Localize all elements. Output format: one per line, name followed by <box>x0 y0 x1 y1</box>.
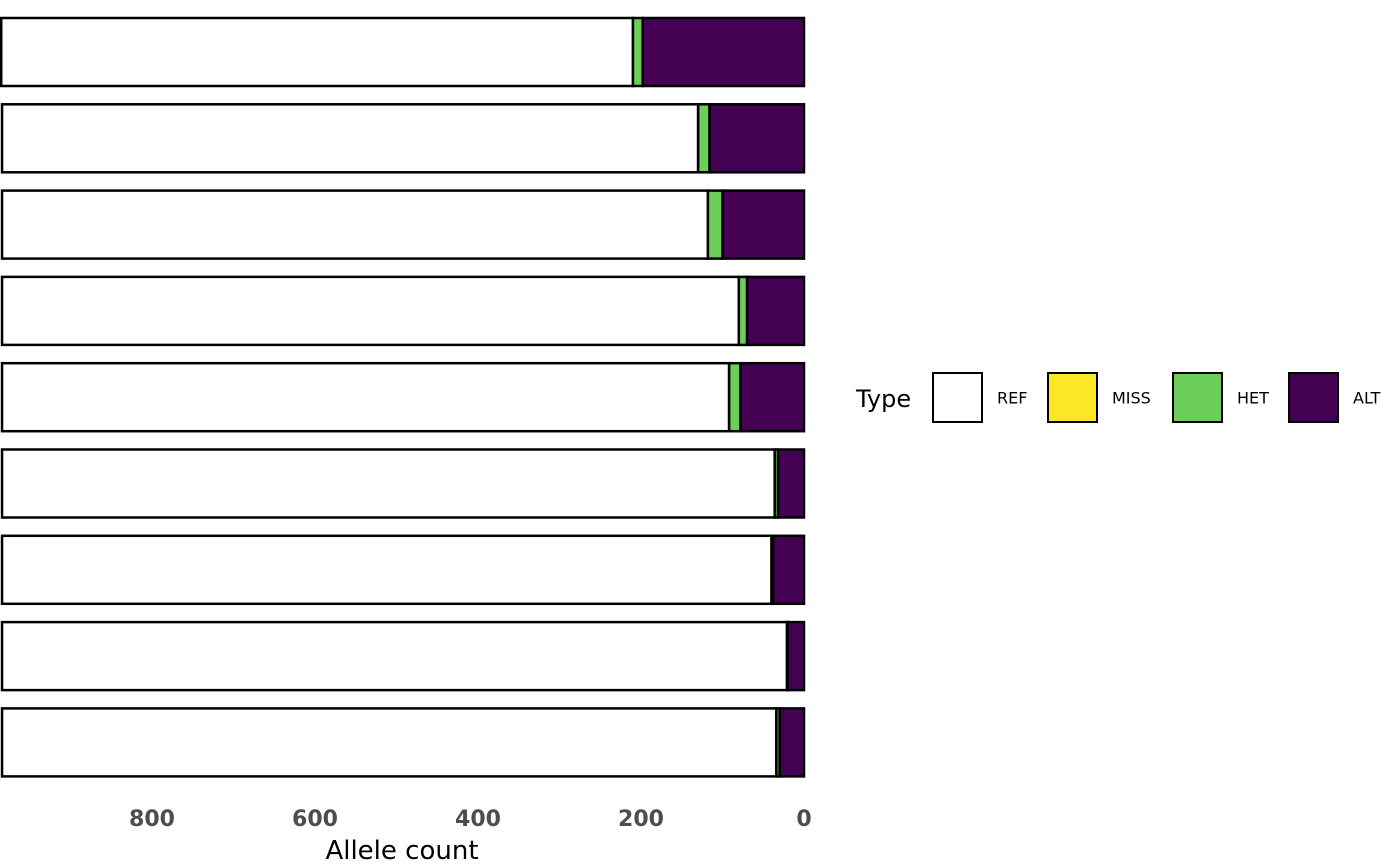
bar-6-segment-alt <box>776 448 806 519</box>
bar-4-segment-alt <box>745 275 806 347</box>
bar-9-segment-alt <box>778 707 806 778</box>
legend-swatch-alt <box>1288 372 1339 423</box>
legend-swatch-miss <box>1047 372 1098 423</box>
bar-5-segment-alt <box>739 361 806 433</box>
x-tick-label-600: 600 <box>292 807 338 832</box>
legend-swatch-het <box>1172 372 1223 423</box>
bar-2 <box>0 103 806 174</box>
bar-9 <box>0 707 806 778</box>
legend-label-alt: ALT <box>1353 389 1381 408</box>
bar-1-segment-alt <box>641 16 806 88</box>
legend-label-het: HET <box>1237 389 1269 408</box>
legend-item-miss: MISS <box>1047 372 1151 423</box>
bar-8 <box>0 620 806 692</box>
x-axis-title: Allele count <box>325 836 478 866</box>
x-tick-label-400: 400 <box>455 807 501 832</box>
bar-2-segment-ref <box>0 103 700 174</box>
bar-8-segment-alt <box>786 620 806 692</box>
bar-5-segment-het <box>727 361 742 433</box>
bars-layer <box>0 16 806 778</box>
bar-3-segment-ref <box>0 189 710 260</box>
bar-7-segment-alt <box>771 534 806 606</box>
bar-8-segment-ref <box>0 620 789 692</box>
bar-5-segment-ref <box>0 361 731 433</box>
bar-3-segment-het <box>706 189 724 260</box>
bar-4-segment-ref <box>0 275 741 347</box>
legend-label-miss: MISS <box>1112 389 1151 408</box>
x-tick-label-0: 0 <box>796 807 811 832</box>
bar-6-segment-ref <box>0 448 776 519</box>
x-axis-ticks: 800 600 400 200 0 <box>129 807 812 832</box>
bar-1-segment-ref <box>0 16 635 88</box>
legend-item-ref: REF <box>932 372 1027 423</box>
x-tick-label-800: 800 <box>129 807 175 832</box>
bar-1-segment-het <box>631 16 644 88</box>
legend-swatch-ref <box>932 372 983 423</box>
bar-2-segment-het <box>696 103 711 174</box>
x-tick-label-200: 200 <box>618 807 664 832</box>
bar-7 <box>0 534 806 606</box>
legend-label-ref: REF <box>997 389 1027 408</box>
bar-3 <box>0 189 806 260</box>
bar-9-segment-ref <box>0 707 778 778</box>
bar-3-segment-alt <box>721 189 806 260</box>
legend: Type REF MISS HET ALT <box>855 372 1381 423</box>
bar-4 <box>0 275 806 347</box>
legend-item-alt: ALT <box>1288 372 1381 423</box>
bar-5 <box>0 361 806 433</box>
bar-1 <box>0 16 806 88</box>
bar-7-segment-ref <box>0 534 773 606</box>
legend-item-het: HET <box>1172 372 1269 423</box>
bar-6 <box>0 448 806 519</box>
legend-title: Type <box>855 385 911 413</box>
bar-2-segment-alt <box>708 103 806 174</box>
